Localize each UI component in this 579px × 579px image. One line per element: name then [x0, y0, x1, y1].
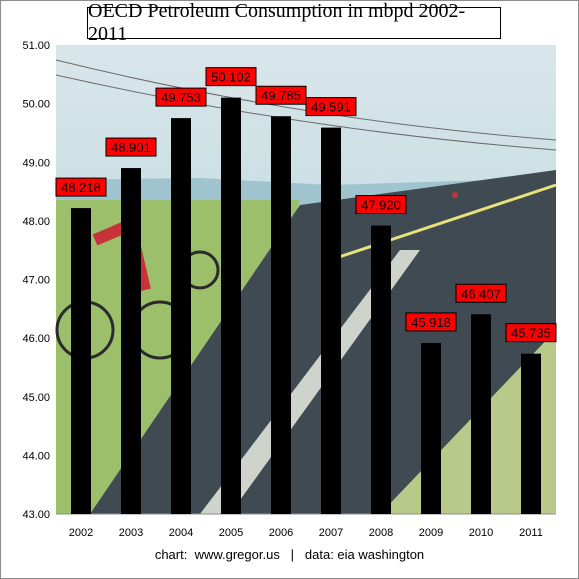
x-tick-label: 2002 [69, 527, 93, 539]
data-label: 46.407 [461, 286, 501, 301]
x-tick-label: 2009 [419, 527, 443, 539]
data-label-box [155, 87, 207, 107]
bars [71, 97, 541, 515]
y-tick-label: 49.00 [22, 157, 50, 169]
x-axis-ticks: 2002 2003 2004 2005 2006 2007 2008 2009 2010 2011 [69, 527, 543, 539]
data-label-box [455, 283, 507, 303]
bar-2005 [221, 97, 241, 514]
y-tick-label: 51.00 [22, 40, 50, 52]
x-tick-label: 2006 [269, 527, 293, 539]
bar-2002 [71, 208, 91, 514]
data-label: 49.591 [311, 100, 351, 115]
credit-chart: chart: www.gregor.us [154, 547, 280, 562]
y-tick-label: 45.00 [22, 392, 50, 404]
data-label-box [355, 195, 407, 215]
data-label: 45.735 [511, 326, 551, 341]
x-tick-label: 2005 [219, 527, 243, 539]
data-label-box [255, 85, 307, 105]
data-label: 50.102 [211, 70, 251, 85]
data-label-box [105, 137, 157, 157]
bar-2008 [371, 225, 391, 514]
y-tick-label: 47.00 [22, 275, 50, 287]
data-label-box [505, 323, 557, 343]
x-tick-label: 2004 [169, 527, 193, 539]
bar-2004 [171, 118, 191, 514]
x-tick-label: 2011 [519, 527, 543, 539]
chart-title: OECD Petroleum Consumption in mbpd 2002-… [87, 0, 501, 45]
bar-2011 [521, 353, 541, 514]
x-tick-label: 2010 [469, 527, 493, 539]
x-tick-label: 2003 [119, 527, 143, 539]
chart-credit: chart: www.gregor.us | data: eia washing… [0, 547, 579, 562]
x-tick-label: 2008 [369, 527, 393, 539]
credit-separator: | [290, 547, 295, 562]
bar-2009 [421, 342, 441, 514]
x-tick-label: 2007 [319, 527, 343, 539]
credit-data: data: eia washington [304, 547, 425, 562]
y-tick-label: 50.00 [22, 99, 50, 111]
data-label-box [205, 67, 257, 87]
y-tick-label: 48.00 [22, 216, 50, 228]
data-label: 45.918 [411, 315, 451, 330]
data-label-box [305, 97, 357, 117]
data-label-box [405, 312, 457, 332]
data-labels: 48.218 48.901 49.753 50.102 49.785 49.591 47.9… [55, 67, 557, 343]
y-tick-label: 46.00 [22, 333, 50, 345]
y-axis-ticks: 43.00 44.00 45.00 46.00 47.00 48.00 49.00 50.00… [22, 40, 50, 521]
data-label: 48.218 [61, 180, 101, 195]
bar-2010 [471, 314, 491, 514]
data-label: 47.920 [361, 198, 401, 213]
data-label-box [55, 177, 107, 197]
data-label: 49.753 [161, 90, 201, 105]
bar-2007 [321, 127, 341, 514]
bar-2003 [121, 168, 141, 514]
y-tick-label: 43.00 [22, 509, 50, 521]
y-tick-label: 44.00 [22, 450, 50, 462]
data-label: 49.785 [261, 88, 301, 103]
bar-2006 [271, 116, 291, 515]
data-label: 48.901 [111, 140, 151, 155]
